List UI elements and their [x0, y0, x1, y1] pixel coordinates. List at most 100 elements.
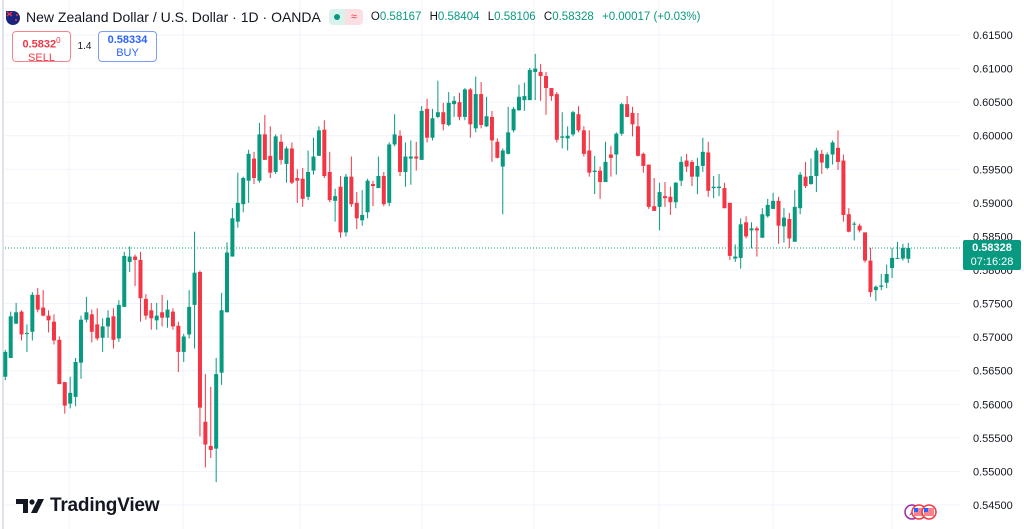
- candle-body: [262, 134, 267, 160]
- candle-body: [349, 176, 354, 205]
- candle: [143, 294, 148, 320]
- candle: [8, 311, 13, 358]
- candle: [35, 288, 40, 313]
- candle: [776, 196, 781, 244]
- candle-body: [846, 214, 851, 232]
- candle: [24, 324, 29, 352]
- candle-body: [479, 94, 484, 125]
- candle-body: [668, 196, 673, 203]
- candle-body: [311, 156, 316, 171]
- candle: [160, 294, 165, 327]
- candle-body: [608, 154, 613, 158]
- candle-body: [241, 178, 246, 205]
- candle-body: [684, 160, 689, 167]
- candle-body: [549, 88, 554, 97]
- candle-body: [57, 339, 62, 385]
- candle: [414, 141, 419, 171]
- candle: [630, 106, 635, 137]
- candle: [906, 242, 911, 263]
- candle: [235, 172, 240, 228]
- candle: [668, 186, 673, 215]
- candle: [14, 302, 19, 324]
- candle-body: [176, 325, 181, 352]
- candle: [349, 156, 354, 207]
- candle-body: [8, 316, 13, 358]
- candle-body: [224, 252, 229, 313]
- candle: [592, 155, 597, 195]
- candle-body: [387, 144, 392, 203]
- candle: [462, 88, 467, 121]
- candle: [133, 254, 138, 287]
- sell-button[interactable]: 0.58320 SELL: [12, 31, 71, 64]
- candle-body: [24, 333, 29, 335]
- candle-body: [635, 126, 640, 156]
- candle: [484, 96, 489, 127]
- candle: [106, 310, 111, 338]
- candle-body: [73, 361, 78, 397]
- candle-body: [289, 148, 294, 183]
- price-tick-label: 0.55500: [973, 433, 1013, 445]
- candle: [479, 81, 484, 129]
- candle: [733, 244, 738, 262]
- candle: [738, 218, 743, 269]
- candle-body: [219, 310, 224, 373]
- candle-body: [230, 218, 235, 257]
- candle-body: [706, 152, 711, 191]
- candle-body: [160, 312, 165, 318]
- price-axis[interactable]: 0.61500 0.61000 0.60500 0.60000 0.59500 0.590…: [973, 30, 1013, 512]
- last-price: 0.58328: [972, 242, 1012, 254]
- candle-body: [14, 312, 19, 324]
- candle: [51, 314, 56, 345]
- candle: [46, 310, 51, 333]
- candle: [727, 202, 732, 260]
- candle-body: [673, 182, 678, 203]
- candle-body: [825, 154, 830, 168]
- market-status-badge[interactable]: ≈: [328, 9, 363, 25]
- symbol-title[interactable]: New Zealand Dollar / U.S. Dollar · 1D · …: [26, 9, 321, 25]
- candle: [19, 310, 24, 341]
- tradingview-logo[interactable]: TradingView: [16, 495, 160, 517]
- candle: [419, 106, 424, 160]
- candle: [657, 182, 662, 231]
- candle: [446, 92, 451, 127]
- candle: [295, 169, 300, 203]
- candle-body: [333, 196, 338, 201]
- candle-body: [408, 156, 413, 159]
- candle-body: [19, 311, 24, 335]
- candle-body: [868, 260, 873, 293]
- open-label: O: [370, 11, 380, 23]
- candle: [576, 106, 581, 133]
- price-tick-label: 0.59500: [973, 164, 1013, 176]
- candle: [116, 300, 121, 342]
- candle: [516, 84, 521, 111]
- candle: [565, 126, 570, 151]
- high-value: 0.58404: [437, 11, 480, 23]
- candle: [138, 251, 143, 322]
- candle-body: [576, 114, 581, 131]
- candle: [819, 149, 824, 174]
- candle: [830, 140, 835, 165]
- symbol-header: New Zealand Dollar / U.S. Dollar · 1D · …: [5, 8, 705, 26]
- candle: [381, 171, 386, 207]
- candle: [176, 321, 181, 373]
- candle-body: [738, 224, 743, 258]
- candle: [560, 112, 565, 149]
- price-tick-label: 0.61000: [973, 64, 1013, 76]
- buy-button[interactable]: 0.58334 BUY: [98, 31, 157, 62]
- candle-body: [68, 392, 73, 404]
- candle: [219, 292, 224, 385]
- price-tick-label: 0.54500: [973, 500, 1013, 512]
- close-value: 0.58328: [552, 11, 594, 23]
- candle: [571, 110, 576, 137]
- candle: [836, 130, 841, 170]
- candle: [62, 382, 67, 414]
- candle-body: [149, 310, 154, 319]
- events-icons[interactable]: [904, 504, 937, 520]
- candle-body: [544, 75, 549, 89]
- candle: [408, 140, 413, 185]
- candle: [376, 156, 381, 189]
- candle-body: [354, 202, 359, 219]
- candle: [744, 216, 749, 239]
- open-value: 0.58167: [379, 11, 422, 23]
